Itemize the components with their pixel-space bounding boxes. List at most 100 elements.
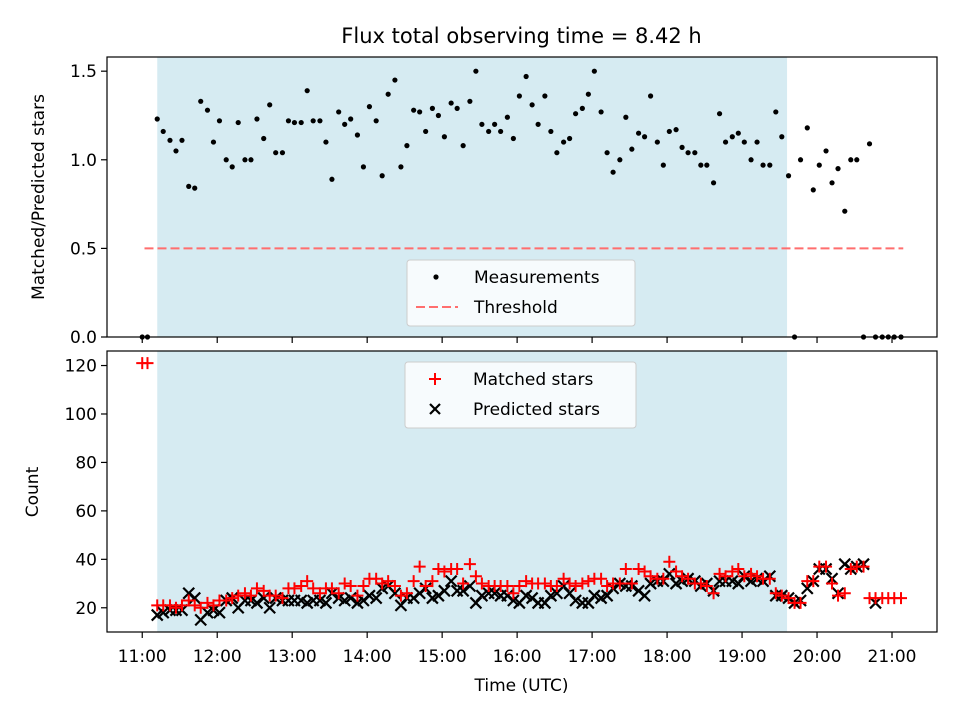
bottom-x-axis-label: Time (UTC) bbox=[474, 676, 569, 696]
measurement-point bbox=[448, 100, 454, 106]
bottom-legend-box bbox=[404, 361, 637, 429]
matched-star-marker bbox=[250, 582, 263, 595]
legend-matched-marker bbox=[429, 373, 441, 385]
measurement-point bbox=[210, 139, 217, 145]
measurement-point bbox=[492, 121, 498, 127]
matched-star-marker bbox=[169, 601, 182, 614]
measurement-point bbox=[523, 73, 529, 80]
legend-matched-label: Matched stars bbox=[473, 370, 593, 390]
measurement-point bbox=[354, 132, 361, 138]
measurement-point bbox=[785, 173, 792, 179]
measurement-point bbox=[242, 157, 248, 163]
measurement-point bbox=[198, 98, 204, 104]
measurement-point bbox=[535, 121, 541, 127]
measurement-point bbox=[186, 183, 192, 189]
measurement-point bbox=[173, 148, 179, 154]
predicted-star-marker bbox=[588, 589, 601, 602]
measurement-point bbox=[635, 130, 642, 136]
matched-star-marker bbox=[469, 570, 482, 583]
bottom-legend: Matched stars Predicted stars bbox=[404, 361, 637, 429]
matched-star-marker bbox=[751, 570, 764, 583]
matched-star-marker bbox=[141, 357, 154, 370]
legend-measurements-marker bbox=[433, 274, 439, 280]
measurement-point bbox=[336, 109, 342, 115]
measurement-point bbox=[666, 128, 672, 135]
bottom-x-ticks: 11:00 12:00 13:00 14:00 15:00 16:00 17:00 18:00… bbox=[118, 632, 917, 667]
matched-star-marker bbox=[501, 579, 514, 592]
measurement-point bbox=[623, 114, 629, 120]
measurement-point bbox=[160, 128, 166, 135]
measurement-point bbox=[379, 173, 385, 179]
matched-star-marker bbox=[820, 560, 833, 573]
matched-star-marker bbox=[569, 579, 582, 592]
measurement-point bbox=[504, 114, 510, 120]
bottom-x-tick-label: 13:00 bbox=[268, 647, 317, 667]
predicted-star-marker bbox=[344, 591, 357, 605]
matched-star-marker bbox=[538, 577, 551, 590]
matched-star-marker bbox=[619, 563, 632, 576]
matched-star-marker bbox=[388, 579, 401, 592]
measurement-point bbox=[479, 121, 485, 127]
predicted-star-marker bbox=[250, 596, 264, 610]
predicted-star-marker bbox=[188, 591, 202, 605]
matched-star-marker bbox=[738, 570, 751, 583]
matched-star-marker bbox=[244, 589, 257, 602]
measurement-point bbox=[617, 157, 623, 163]
matched-star-marker bbox=[550, 579, 563, 592]
bottom-y-tick-label: 80 bbox=[75, 453, 97, 473]
measurement-point bbox=[554, 150, 560, 156]
matched-star-marker bbox=[707, 587, 720, 600]
top-y-tick-label: 1.5 bbox=[70, 62, 97, 82]
matched-star-marker bbox=[276, 592, 289, 605]
matched-star-marker bbox=[582, 575, 595, 588]
legend-measurements-label: Measurements bbox=[474, 268, 600, 288]
measurement-point bbox=[598, 109, 604, 115]
measurement-point bbox=[392, 77, 398, 83]
measurement-point bbox=[542, 93, 548, 99]
matched-star-marker bbox=[394, 589, 407, 602]
bottom-panel: 20 40 60 80 100 120 11:00 12:00 13:00 14:00 15:00… bbox=[23, 350, 938, 696]
matched-star-marker bbox=[632, 563, 645, 576]
bottom-y-tick-label: 100 bbox=[65, 405, 97, 425]
bottom-y-tick-label: 20 bbox=[75, 599, 97, 619]
matched-star-marker bbox=[713, 567, 726, 580]
bottom-x-tick-label: 18:00 bbox=[643, 647, 692, 667]
measurement-point bbox=[529, 102, 535, 108]
measurement-point bbox=[679, 144, 685, 150]
measurement-point bbox=[641, 134, 648, 140]
measurement-point bbox=[273, 150, 279, 156]
matched-star-marker bbox=[451, 563, 464, 576]
bottom-y-ticks: 20 40 60 80 100 120 bbox=[65, 357, 107, 619]
bottom-x-tick-label: 21:00 bbox=[868, 647, 917, 667]
bottom-x-tick-label: 14:00 bbox=[343, 647, 392, 667]
matched-star-marker bbox=[857, 560, 870, 573]
matched-star-marker bbox=[269, 589, 282, 602]
measurement-point bbox=[248, 157, 254, 163]
matched-star-marker bbox=[832, 589, 845, 602]
measurement-point bbox=[261, 135, 267, 142]
measurement-point bbox=[279, 150, 286, 156]
measurement-point bbox=[573, 111, 579, 117]
measurement-point bbox=[398, 164, 404, 170]
matched-star-marker bbox=[194, 601, 207, 614]
matched-star-marker bbox=[457, 577, 470, 590]
bottom-y-tick-label: 40 bbox=[75, 550, 97, 570]
matched-star-marker bbox=[682, 572, 695, 585]
measurement-point bbox=[654, 139, 660, 145]
measurement-point bbox=[285, 118, 292, 124]
matched-star-marker bbox=[382, 575, 395, 588]
predicted-star-marker bbox=[644, 577, 657, 590]
matched-star-marker bbox=[438, 565, 451, 578]
top-x-ticks bbox=[141, 337, 893, 343]
measurement-point bbox=[767, 162, 773, 168]
matched-star-marker bbox=[563, 577, 576, 590]
measurement-point bbox=[816, 162, 822, 168]
measurement-point bbox=[579, 105, 585, 111]
matched-star-marker bbox=[463, 558, 476, 571]
bottom-y-axis-label: Count bbox=[23, 466, 43, 517]
measurement-point bbox=[423, 128, 429, 135]
matched-star-marker bbox=[238, 587, 251, 600]
measurement-point bbox=[435, 112, 442, 119]
matched-star-marker bbox=[775, 589, 788, 602]
measurement-point bbox=[685, 150, 691, 156]
